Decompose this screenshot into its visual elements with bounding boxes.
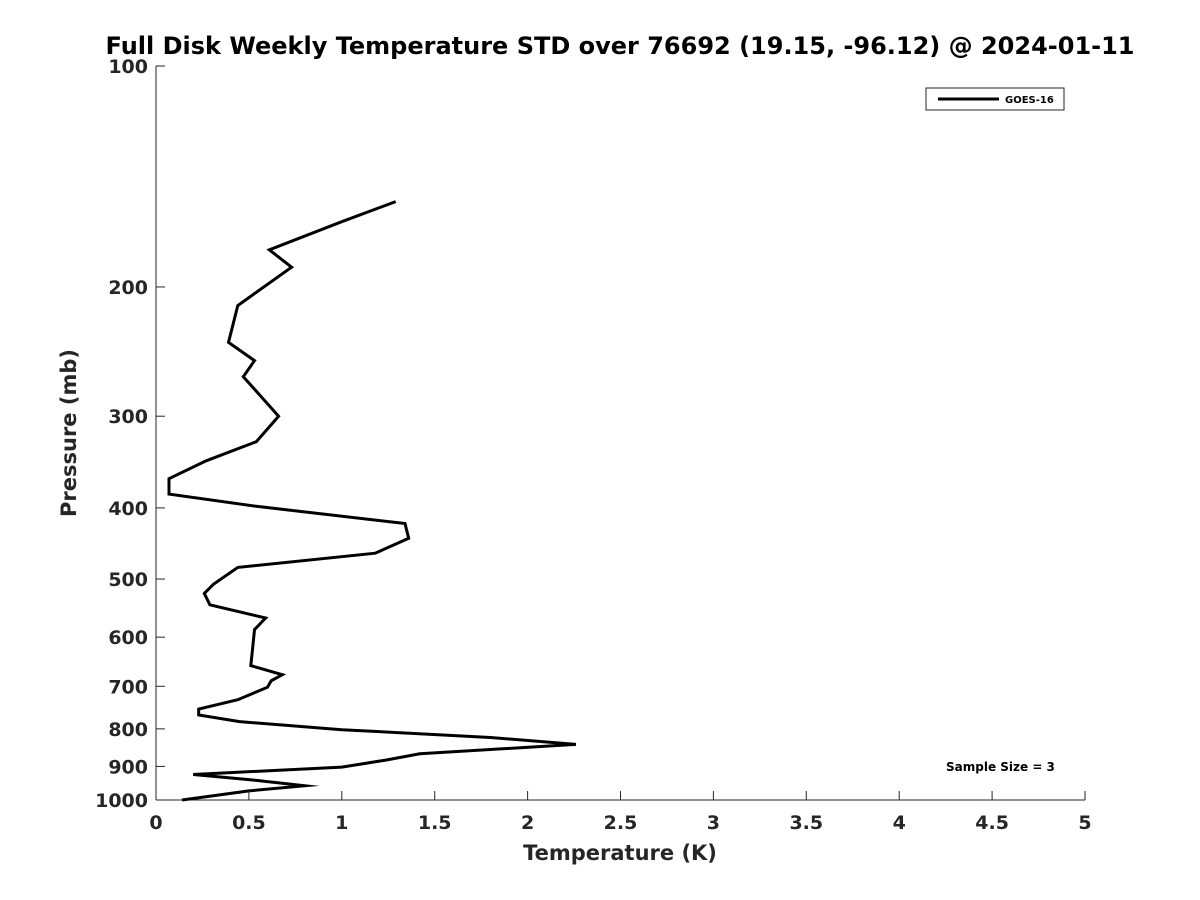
y-tick-label: 1000	[95, 790, 148, 812]
x-tick-label: 4	[893, 812, 906, 834]
x-tick-label: 0.5	[232, 812, 266, 834]
plot-area	[155, 66, 1085, 802]
y-tick-label: 700	[108, 676, 148, 698]
y-tick-label: 900	[108, 756, 148, 778]
x-axis-ticks: 0 0.5 1 1.5 2 2.5 3 3.5 4 4.5 5	[149, 791, 1092, 834]
y-tick-label: 800	[108, 719, 148, 741]
series-line-goes-16	[167, 200, 577, 802]
x-tick-label: 1.5	[418, 812, 452, 834]
legend-label-goes-16: GOES-16	[1005, 95, 1054, 106]
x-tick-label: 4.5	[975, 812, 1009, 834]
y-axis-label: Pressure (mb)	[57, 349, 81, 517]
chart-title: Full Disk Weekly Temperature STD over 76…	[106, 32, 1135, 60]
y-axis-ticks: 100 200 300 400 500 600 700 800 900 1000	[95, 56, 165, 812]
x-tick-label: 0	[149, 812, 162, 834]
y-tick-label: 400	[108, 498, 148, 520]
y-tick-label: 100	[108, 56, 148, 78]
x-tick-label: 2.5	[604, 812, 638, 834]
x-axis-label: Temperature (K)	[523, 841, 717, 865]
sample-size-annotation: Sample Size = 3	[946, 760, 1055, 774]
y-tick-label: 600	[108, 627, 148, 649]
x-tick-label: 2	[521, 812, 534, 834]
x-tick-label: 5	[1078, 812, 1091, 834]
legend: GOES-16	[925, 87, 1065, 111]
y-tick-label: 300	[108, 406, 148, 428]
x-tick-label: 1	[335, 812, 348, 834]
x-tick-label: 3	[707, 812, 720, 834]
y-tick-label: 200	[108, 277, 148, 299]
y-tick-label: 500	[108, 569, 148, 591]
x-tick-label: 3.5	[789, 812, 823, 834]
